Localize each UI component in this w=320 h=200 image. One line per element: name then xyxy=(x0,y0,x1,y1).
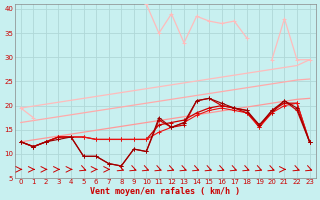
X-axis label: Vent moyen/en rafales ( km/h ): Vent moyen/en rafales ( km/h ) xyxy=(90,187,240,196)
